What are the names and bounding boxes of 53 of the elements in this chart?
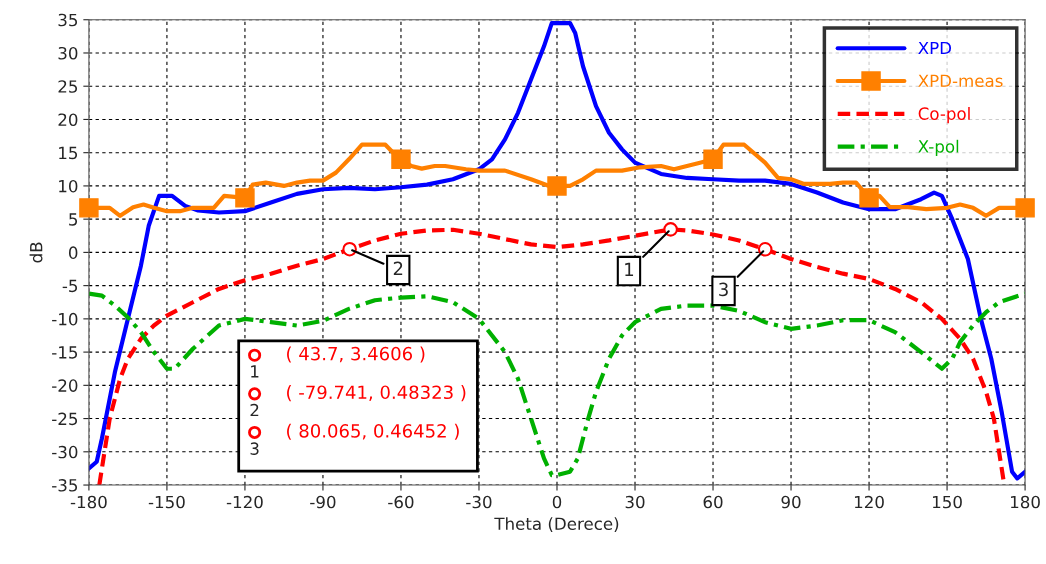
annotation: ( 80.065, 0.46452 )	[287, 423, 459, 440]
y-tick-label: 5	[69, 213, 78, 226]
x-tick-label: -30	[466, 495, 492, 509]
x-tick-label: 0	[552, 495, 562, 509]
y-axis-title: dB	[29, 242, 43, 263]
y-tick-label: -15	[52, 346, 78, 359]
x-axis-title: Theta (Derece)	[494, 517, 619, 532]
y-tick-label: 0	[68, 246, 78, 259]
y-tick-label: -25	[52, 412, 78, 426]
x-tick-label: -150	[148, 495, 185, 509]
y-tick-label: -30	[52, 445, 78, 459]
point	[859, 188, 879, 208]
y-tick-label: 25	[58, 80, 78, 93]
annotation: ( -79.741, 0.48323 )	[287, 385, 466, 402]
text: 2	[250, 403, 259, 417]
point	[235, 188, 255, 208]
point	[1015, 198, 1035, 218]
x-tick-label: -120	[226, 495, 263, 509]
y-tick-label: -10	[52, 312, 78, 326]
point	[391, 149, 411, 170]
annotation: ( 43.7, 3.4606 )	[287, 346, 425, 363]
y-tick-label: -5	[62, 279, 78, 293]
x-tick-label: 180	[1011, 495, 1040, 509]
x-tick-label: 150	[932, 495, 962, 509]
annotation: 2	[393, 261, 403, 275]
x-tick-label: 60	[703, 495, 723, 509]
annotation: 3	[719, 282, 728, 297]
y-tick-label: 10	[59, 179, 78, 193]
point	[757, 242, 773, 257]
legend-label: Co-pol	[918, 107, 970, 124]
x-tick-label: 120	[854, 495, 884, 509]
x-tick-label: -90	[310, 495, 336, 509]
y-tick-label: 35	[58, 13, 78, 27]
x-tick-label: -180	[70, 495, 107, 509]
annotation: 1	[625, 262, 634, 277]
x-tick-label: 90	[781, 495, 801, 509]
legend-label: XPD-meas	[918, 74, 1003, 88]
legend-label: XPD	[918, 41, 952, 55]
x-tick-label: -60	[388, 495, 414, 509]
x-tick-label: 30	[625, 495, 645, 509]
point	[79, 198, 99, 218]
y-tick-label: -35	[52, 479, 78, 492]
point	[663, 222, 678, 237]
y-tick-label: -20	[52, 379, 78, 392]
text: 1	[251, 365, 259, 378]
y-tick-label: 30	[58, 46, 78, 60]
y-tick-label: 15	[59, 146, 78, 160]
point	[703, 149, 723, 170]
legend-label: X-pol	[918, 139, 959, 156]
point	[342, 241, 357, 257]
point	[547, 176, 567, 196]
y-tick-label: 20	[58, 113, 78, 127]
text: 3	[250, 442, 259, 455]
